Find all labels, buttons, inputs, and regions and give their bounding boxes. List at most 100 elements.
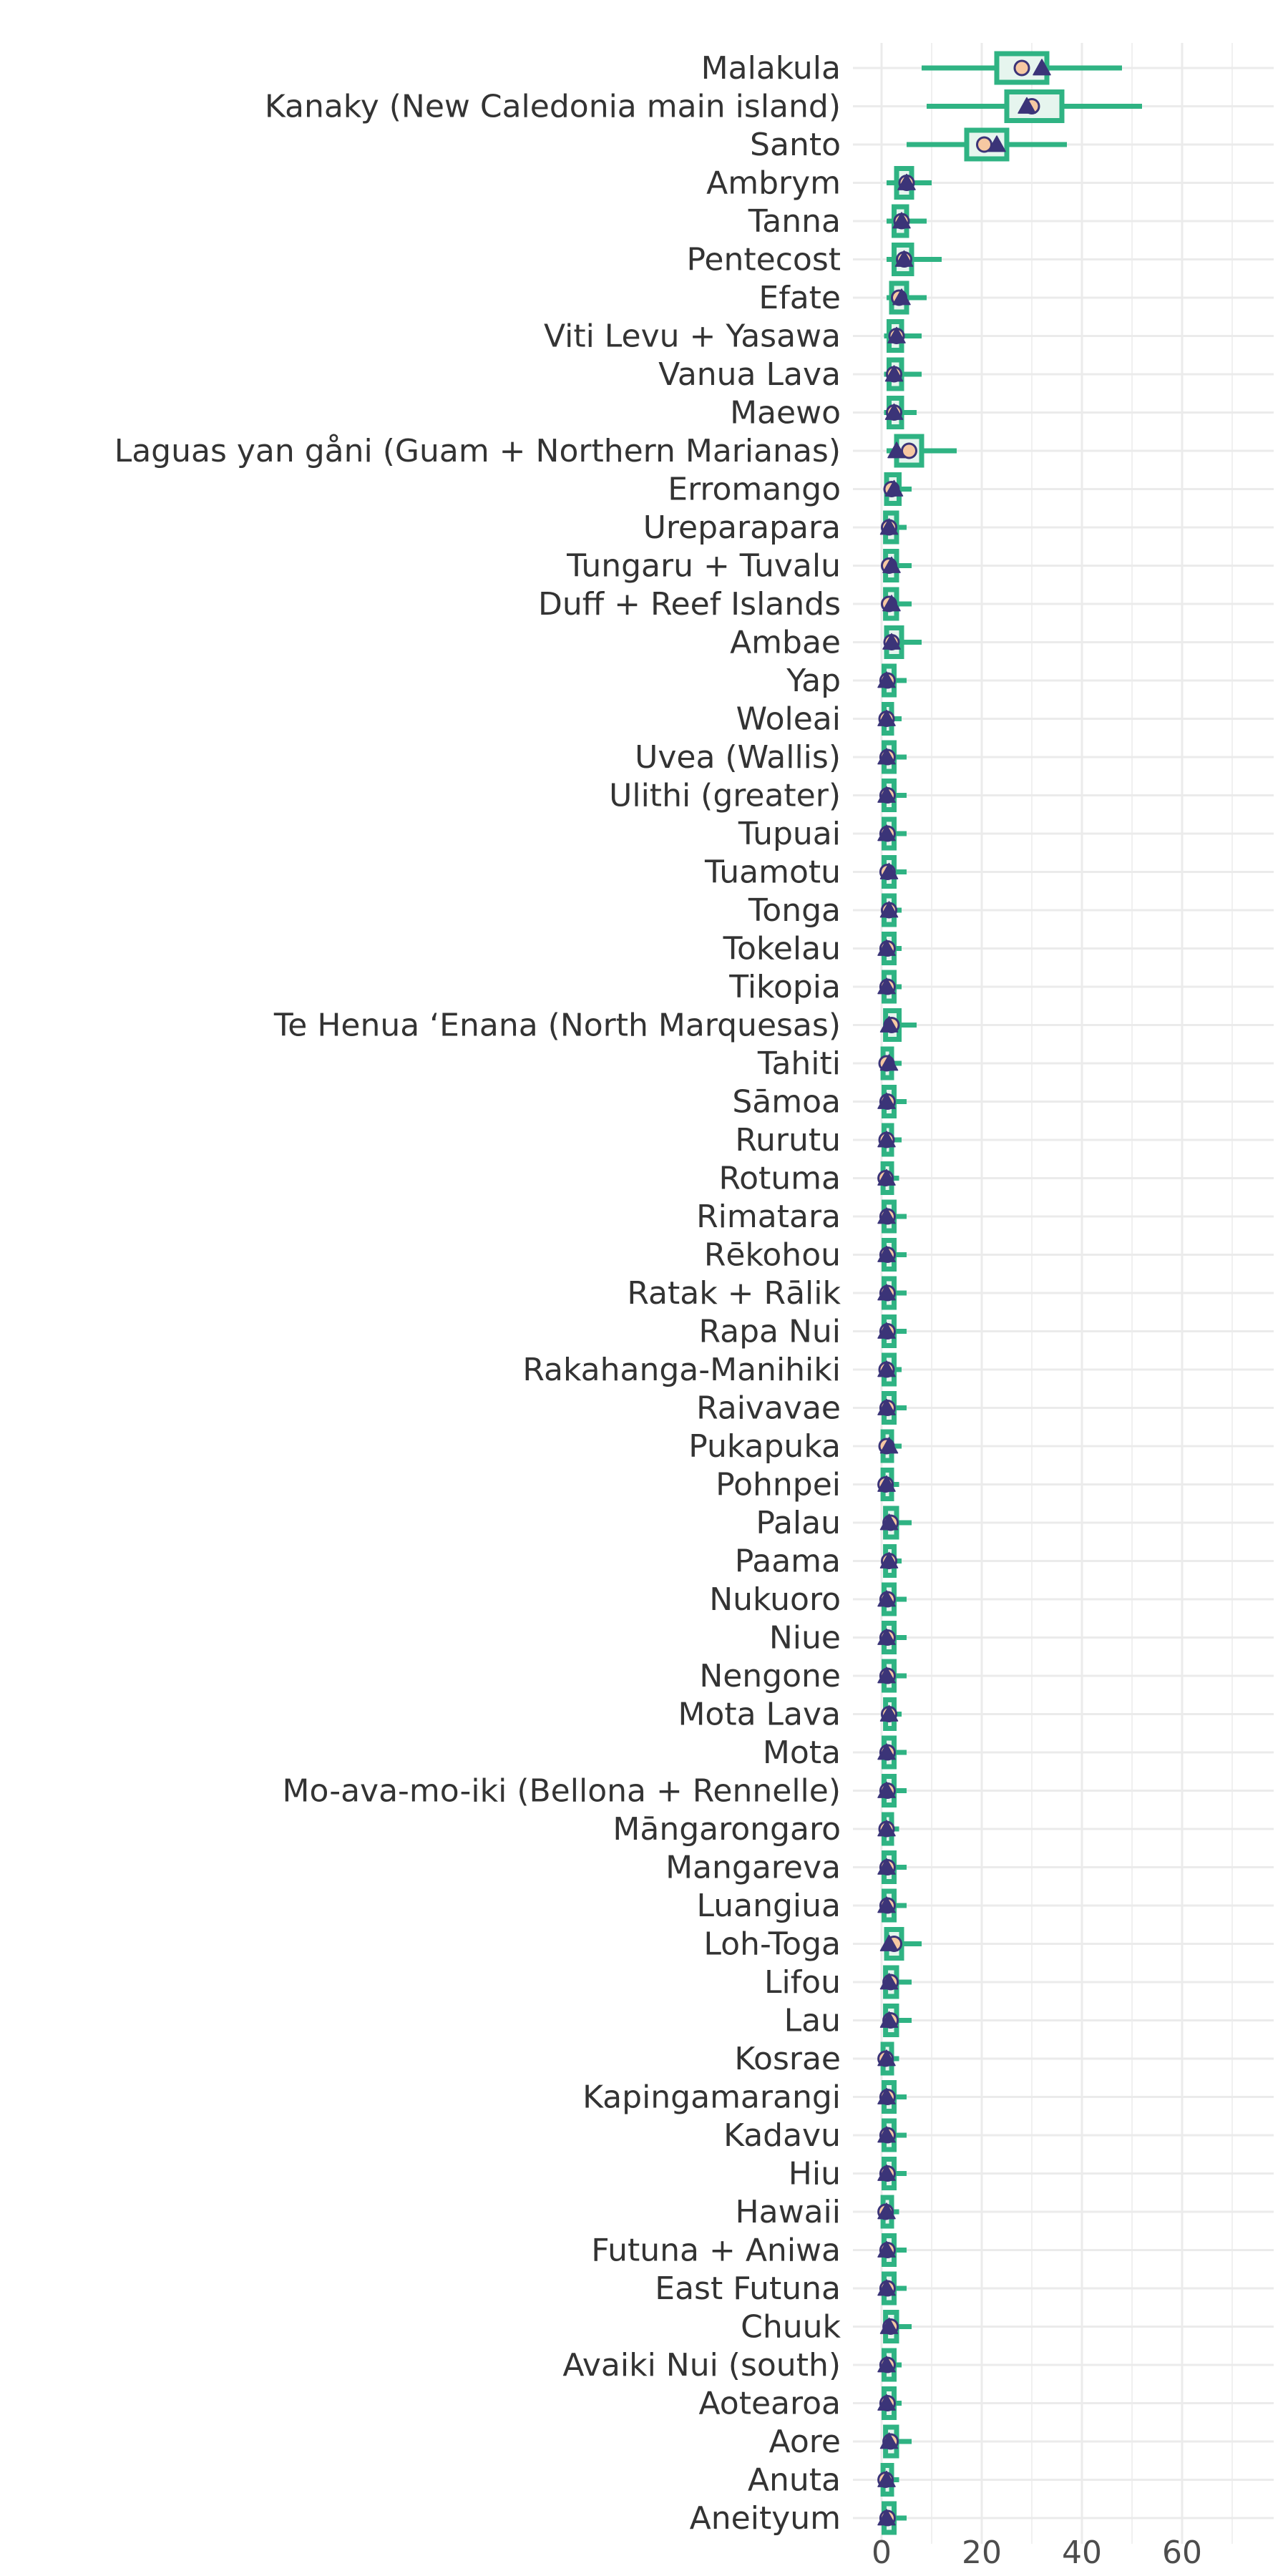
triangle-marker (879, 1551, 899, 1568)
triangle-marker (877, 2509, 896, 2526)
category-label: Ureparapara (643, 509, 841, 546)
category-marks (877, 1391, 907, 1425)
category-marks (887, 243, 942, 276)
category-label: Aneityum (690, 2500, 841, 2537)
category-label: Rurutu (735, 1122, 841, 1158)
category-marks (877, 779, 907, 812)
triangle-marker (877, 1245, 896, 1262)
triangle-marker (879, 1973, 899, 1990)
triangle-marker (877, 2356, 896, 2373)
category-marks (879, 510, 907, 545)
category-label: Kosrae (734, 2041, 841, 2077)
triangle-marker (879, 901, 899, 918)
category-marks (879, 2004, 912, 2037)
category-label: Mota Lava (678, 1697, 841, 1733)
category-marks (883, 472, 912, 506)
triangle-marker (877, 1667, 896, 1684)
triangle-marker (877, 1322, 896, 1339)
category-label: Kanaky (New Caledonia main island) (265, 89, 841, 125)
category-label: Rēkohou (704, 1237, 841, 1274)
category-label: Ambrym (706, 165, 841, 202)
category-marks (879, 1506, 912, 1540)
category-marks (877, 1850, 907, 1884)
x-axis-tick-labels: 0 20 40 60 (872, 2534, 1202, 2571)
triangle-marker (879, 1015, 899, 1033)
category-label: Māngarongaro (613, 1811, 841, 1848)
category-label: Lifou (764, 1964, 841, 2001)
category-label: Nukuoro (709, 1581, 841, 1618)
category-label: Mota (763, 1735, 841, 1771)
category-marks (877, 1238, 907, 1272)
category-marks (877, 932, 902, 965)
category-label: Uvea (Wallis) (635, 739, 841, 776)
triangle-marker (879, 1054, 899, 1071)
category-marks (879, 2310, 912, 2343)
category-marks (879, 1697, 902, 1731)
category-marks (887, 166, 932, 200)
category-label: Laguas yan gåni (Guam + Northern Mariana… (114, 433, 841, 469)
category-marks (879, 1544, 902, 1578)
category-marks (877, 970, 902, 1004)
category-marks (877, 1735, 907, 1770)
category-label: Kadavu (723, 2117, 841, 2154)
triangle-marker (877, 1858, 896, 1875)
triangle-marker (877, 2087, 896, 2104)
triangle-marker (877, 1360, 896, 1377)
triangle-marker (877, 1781, 896, 1798)
triangle-marker (877, 1896, 896, 1913)
category-marks (884, 396, 917, 429)
category-marks (877, 2041, 899, 2076)
category-label: Rotuma (719, 1161, 841, 1197)
triangle-marker (877, 1169, 896, 1186)
mean-point (1013, 59, 1030, 77)
category-marks (877, 1774, 907, 1807)
triangle-marker (987, 135, 1006, 152)
category-marks (887, 434, 957, 468)
category-marks (887, 280, 927, 315)
category-marks (877, 1314, 907, 1348)
category-marks (877, 2195, 899, 2229)
category-marks (877, 1582, 907, 1616)
triangle-marker (877, 977, 896, 995)
triangle-marker (879, 1437, 899, 1454)
category-marks (877, 2080, 907, 2114)
category-marks (879, 1965, 912, 1999)
category-label: Aore (769, 2424, 841, 2460)
triangle-marker (877, 1628, 896, 1645)
category-label: Avaiki Nui (south) (562, 2347, 841, 2384)
category-marks (879, 855, 907, 889)
category-label: Rakahanga-Manihiki (522, 1352, 841, 1388)
triangle-marker (877, 1284, 896, 1301)
category-marks (877, 702, 902, 736)
triangle-marker (877, 2202, 896, 2220)
category-label: East Futuna (655, 2270, 841, 2307)
triangle-marker (882, 556, 901, 573)
triangle-marker (877, 2126, 896, 2143)
triangle-marker (879, 1934, 899, 1951)
category-label: Tungaru + Tuvalu (566, 548, 841, 585)
category-marks (877, 1888, 907, 1923)
triangle-marker (877, 1590, 896, 1607)
category-label: Futuna + Aniwa (591, 2233, 841, 2269)
category-label: Viti Levu + Yasawa (544, 318, 841, 355)
category-label: Santo (750, 127, 841, 163)
triangle-marker (877, 786, 896, 803)
category-label: Paama (735, 1543, 841, 1580)
triangle-marker (879, 1704, 899, 1722)
category-marks (877, 1352, 902, 1387)
category-label: Aotearoa (698, 2386, 841, 2422)
x-tick-label: 0 (872, 2534, 892, 2571)
triangle-marker (877, 1743, 896, 1760)
category-marks (882, 625, 922, 659)
triangle-marker (894, 250, 914, 267)
category-marks (877, 1161, 899, 1195)
category-label: Nengone (699, 1658, 841, 1694)
category-marks (881, 587, 912, 621)
triangle-marker (884, 479, 904, 497)
triangle-marker (1018, 97, 1036, 114)
x-tick-label: 60 (1162, 2534, 1202, 2571)
triangle-marker (877, 824, 896, 841)
triangle-marker (879, 2317, 899, 2334)
category-label: Luangiua (697, 1888, 841, 1924)
